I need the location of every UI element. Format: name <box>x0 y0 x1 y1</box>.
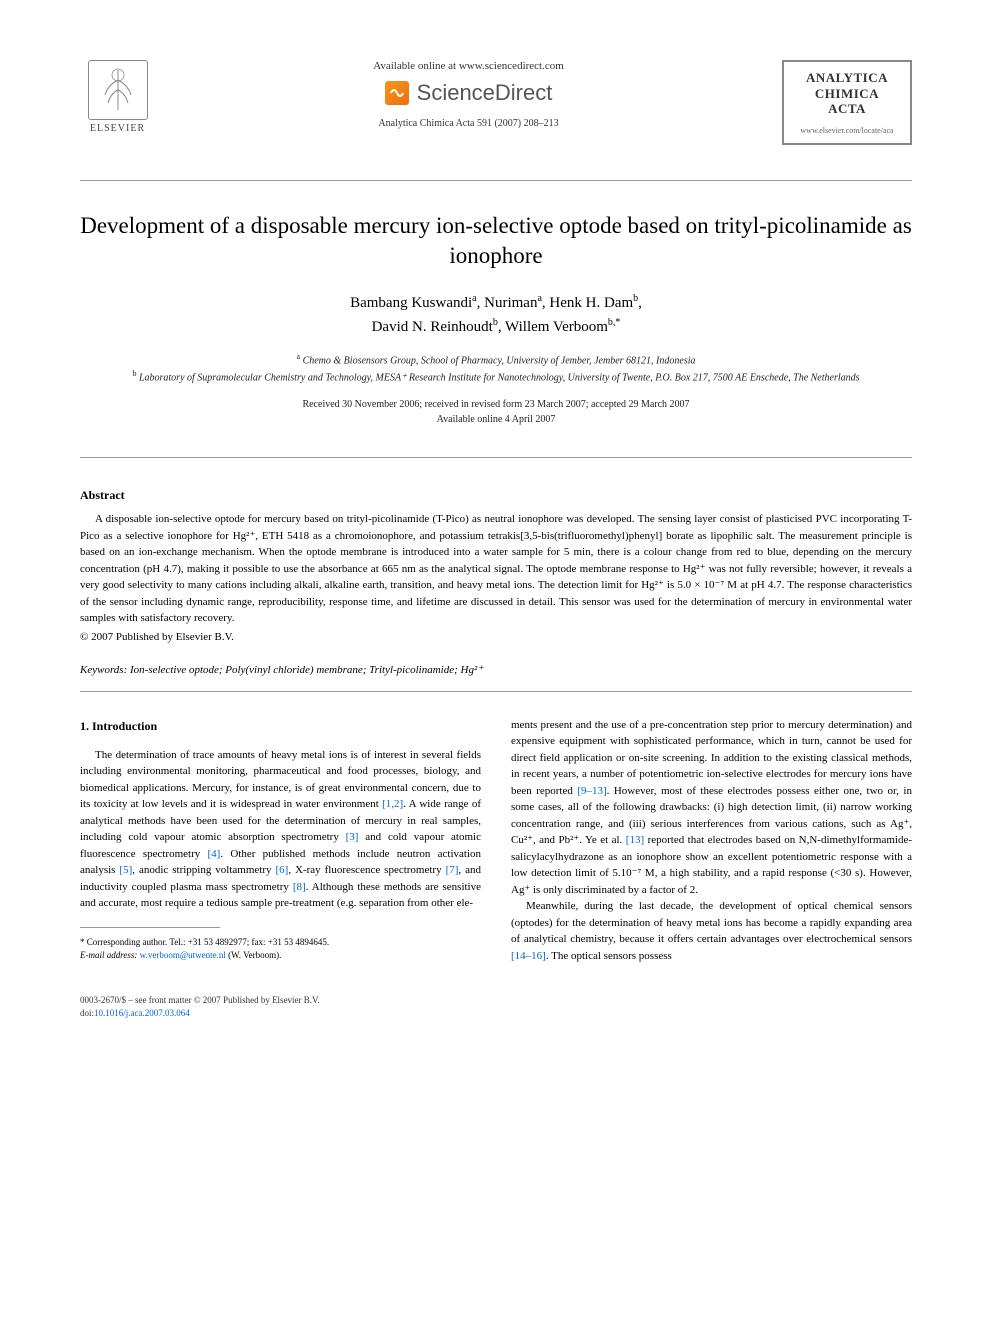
article-dates: Received 30 November 2006; received in r… <box>80 397 912 427</box>
journal-name: ANALYTICA CHIMICA ACTA <box>792 70 902 117</box>
journal-name-line3: ACTA <box>792 101 902 117</box>
dates-received: Received 30 November 2006; received in r… <box>302 399 689 410</box>
ref-link-1-2[interactable]: [1,2] <box>382 798 403 810</box>
pre-abstract-divider <box>80 457 912 458</box>
corresponding-author: * Corresponding author. Tel.: +31 53 489… <box>80 936 481 961</box>
keywords-label: Keywords: <box>80 664 127 676</box>
abstract-copyright: © 2007 Published by Elsevier B.V. <box>80 631 912 643</box>
author-sep-1: , Nuriman <box>477 295 538 311</box>
header-bar: ELSEVIER Available online at www.science… <box>80 60 912 160</box>
article-page: ELSEVIER Available online at www.science… <box>0 0 992 1060</box>
journal-box: ANALYTICA CHIMICA ACTA www.elsevier.com/… <box>782 60 912 145</box>
available-online-text: Available online at www.sciencedirect.co… <box>175 60 762 72</box>
elsevier-label: ELSEVIER <box>90 123 145 134</box>
intro-para-2: Meanwhile, during the last decade, the d… <box>511 898 912 964</box>
author-sep-2: , Henk H. Dam <box>542 295 633 311</box>
corresponding-divider <box>80 927 220 928</box>
journal-reference: Analytica Chimica Acta 591 (2007) 208–21… <box>175 118 762 129</box>
abstract-text: A disposable ion-selective optode for me… <box>80 511 912 627</box>
right-column: ments present and the use of a pre-conce… <box>511 717 912 965</box>
corresponding-asterisk: * <box>615 317 620 328</box>
bottom-footer: 0003-2670/$ – see front matter © 2007 Pu… <box>80 994 912 1019</box>
author-sep-4: , Willem Verboom <box>498 319 608 335</box>
sciencedirect-logo: ScienceDirect <box>175 80 762 106</box>
intro-para-1-cont: ments present and the use of a pre-conce… <box>511 717 912 899</box>
keywords: Keywords: Ion-selective optode; Poly(vin… <box>80 663 912 676</box>
ref-link-9-13[interactable]: [9–13] <box>577 785 606 797</box>
body-text-5: , anodic stripping voltammetry <box>132 864 275 876</box>
email-label: E-mail address: <box>80 950 140 960</box>
sd-icon <box>385 81 409 105</box>
sciencedirect-text: ScienceDirect <box>417 80 553 106</box>
affiliation-b: Laboratory of Supramolecular Chemistry a… <box>136 372 859 383</box>
author-sep-3: , <box>638 295 642 311</box>
intro-heading: 1. Introduction <box>80 717 481 735</box>
post-abstract-divider <box>80 691 912 692</box>
ref-link-6[interactable]: [6] <box>275 864 288 876</box>
affiliations: a Chemo & Biosensors Group, School of Ph… <box>80 351 912 386</box>
ref-link-5[interactable]: [5] <box>119 864 132 876</box>
doi-link[interactable]: 10.1016/j.aca.2007.03.064 <box>94 1008 190 1018</box>
issn-line: 0003-2670/$ – see front matter © 2007 Pu… <box>80 995 320 1005</box>
journal-name-line2: CHIMICA <box>792 86 902 102</box>
ref-link-4[interactable]: [4] <box>208 848 221 860</box>
dates-online: Available online 4 April 2007 <box>437 414 556 425</box>
ref-link-7[interactable]: [7] <box>446 864 459 876</box>
journal-url: www.elsevier.com/locate/aca <box>792 126 902 135</box>
abstract-heading: Abstract <box>80 488 912 503</box>
journal-name-line1: ANALYTICA <box>792 70 902 86</box>
elsevier-tree-icon <box>88 60 148 120</box>
header-divider <box>80 180 912 181</box>
body-text-12: Meanwhile, during the last decade, the d… <box>511 900 912 945</box>
body-text-6: , X-ray fluorescence spectrometry <box>288 864 445 876</box>
ref-link-13[interactable]: [13] <box>626 834 644 846</box>
elsevier-logo: ELSEVIER <box>80 60 155 145</box>
author-1: Bambang Kuswandi <box>350 295 472 311</box>
ref-link-14-16[interactable]: [14–16] <box>511 950 546 962</box>
email-suffix: (W. Verboom). <box>226 950 282 960</box>
author-4: David N. Reinhoudt <box>372 319 493 335</box>
intro-para-1: The determination of trace amounts of he… <box>80 747 481 912</box>
corresponding-text: Corresponding author. Tel.: +31 53 48929… <box>85 937 330 947</box>
center-header: Available online at www.sciencedirect.co… <box>155 60 782 129</box>
article-title: Development of a disposable mercury ion-… <box>80 211 912 271</box>
email-link[interactable]: w.verboom@utwente.nl <box>140 950 226 960</box>
abstract-section: Abstract A disposable ion-selective opto… <box>80 488 912 643</box>
doi-label: doi: <box>80 1008 94 1018</box>
body-text-13: . The optical sensors possess <box>546 950 672 962</box>
ref-link-8[interactable]: [8] <box>293 881 306 893</box>
authors: Bambang Kuswandia, Nurimana, Henk H. Dam… <box>80 291 912 339</box>
affiliation-a: Chemo & Biosensors Group, School of Phar… <box>300 355 695 366</box>
ref-link-3[interactable]: [3] <box>346 831 359 843</box>
left-column: 1. Introduction The determination of tra… <box>80 717 481 965</box>
body-columns: 1. Introduction The determination of tra… <box>80 717 912 965</box>
keywords-text: Ion-selective optode; Poly(vinyl chlorid… <box>127 664 483 676</box>
